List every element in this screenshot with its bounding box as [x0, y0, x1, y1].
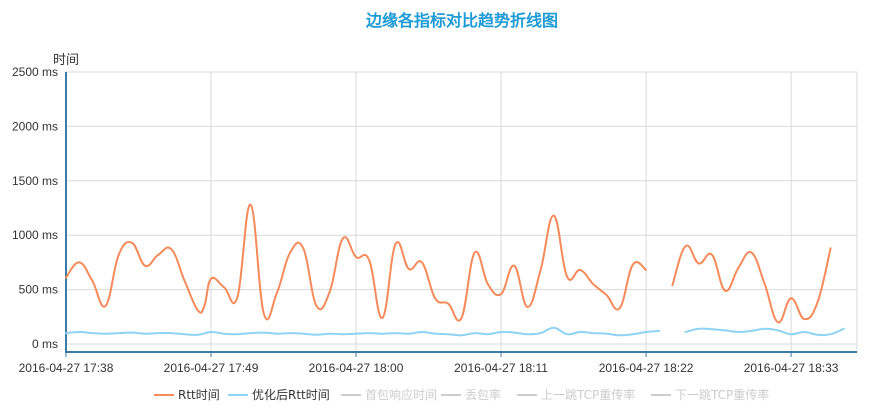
axes: [65, 72, 857, 357]
y-tick-labels: 0 ms 500 ms 1000 ms 1500 ms 2000 ms 2500 ms: [12, 65, 58, 351]
legend-label: 优化后Rtt时间: [252, 388, 330, 402]
y-axis-label: 时间: [53, 52, 79, 67]
x-tick-label: 2016-04-27 18:11: [454, 361, 548, 375]
legend-label: 上一跳TCP重传率: [541, 387, 635, 402]
rtt-series-line: [671, 244, 832, 324]
chart-title: 边缘各指标对比趋势折线图: [365, 11, 558, 30]
y-tick-label: 1000 ms: [12, 228, 58, 242]
legend-label: 首包响应时间: [365, 387, 437, 402]
optimized-rtt-series-line: [65, 326, 661, 337]
y-tick-label: 2500 ms: [12, 65, 58, 79]
legend-item[interactable]: 优化后Rtt时间: [228, 388, 330, 402]
legend-item[interactable]: 首包响应时间: [341, 387, 437, 402]
legend-item[interactable]: 下一跳TCP重传率: [651, 387, 769, 402]
x-tick-labels: 2016-04-27 17:38 2016-04-27 17:49 2016-04-…: [19, 361, 839, 375]
legend-item[interactable]: 丢包率: [441, 387, 501, 402]
legend-item[interactable]: 上一跳TCP重传率: [517, 387, 635, 402]
legend-label: 下一跳TCP重传率: [675, 387, 769, 402]
x-tick-label: 2016-04-27 17:38: [19, 361, 114, 375]
optimized-rtt-series-line: [684, 327, 845, 337]
legend-label: 丢包率: [465, 387, 501, 402]
legend-item[interactable]: Rtt时间: [154, 388, 220, 402]
series-lines: [65, 203, 845, 337]
legend-label: Rtt时间: [178, 388, 220, 402]
x-tick-label: 2016-04-27 18:33: [744, 361, 839, 375]
y-tick-label: 0 ms: [32, 337, 58, 351]
y-tick-label: 500 ms: [19, 283, 58, 297]
x-tick-label: 2016-04-27 18:00: [309, 361, 404, 375]
grid-lines: [66, 71, 858, 352]
rtt-series-line: [65, 203, 648, 322]
x-tick-label: 2016-04-27 18:22: [599, 361, 694, 375]
legend: Rtt时间 优化后Rtt时间 首包响应时间 丢包率 上一跳TCP重传率 下一跳TCP重传率: [154, 387, 769, 402]
x-tick-label: 2016-04-27 17:49: [164, 361, 259, 375]
y-tick-label: 2000 ms: [12, 119, 58, 133]
y-tick-label: 1500 ms: [12, 174, 58, 188]
